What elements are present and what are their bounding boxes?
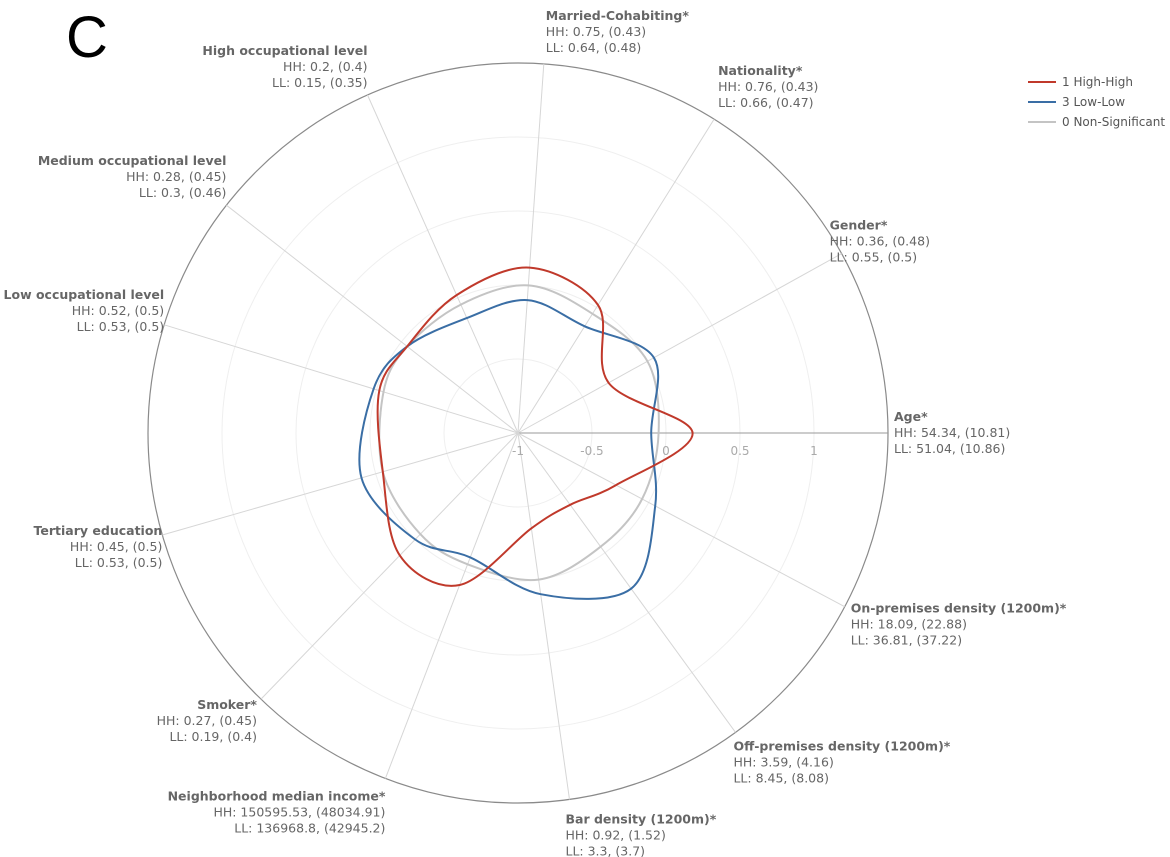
axis-spoke — [164, 324, 519, 434]
legend-label: 0 Non-Significant — [1062, 115, 1166, 129]
axis-hh-stat: HH: 0.45, (0.5) — [70, 539, 162, 554]
axis-spoke — [226, 204, 519, 434]
tick-label: 1 — [810, 444, 818, 458]
series-line-1-high-high — [376, 266, 694, 587]
axis-label-group: Neighborhood median income*HH: 150595.53… — [168, 788, 386, 835]
axis-ll-stat: LL: 0.19, (0.4) — [169, 729, 257, 744]
legend-label: 1 High-High — [1062, 75, 1133, 89]
axis-spoke — [517, 432, 570, 800]
axis-hh-stat: HH: 0.92, (1.52) — [565, 827, 665, 842]
axis-name: Gender* — [830, 218, 888, 233]
axis-name: Bar density (1200m)* — [565, 811, 716, 826]
axis-hh-stat: HH: 0.36, (0.48) — [830, 234, 930, 249]
axis-spoke — [260, 432, 519, 700]
axis-ll-stat: LL: 136968.8, (42945.2) — [234, 820, 385, 835]
axis-name: Medium occupational level — [38, 153, 227, 168]
axis-ll-stat: LL: 0.53, (0.5) — [77, 319, 165, 334]
axis-spoke — [517, 432, 845, 608]
axis-ll-stat: LL: 36.81, (37.22) — [851, 633, 962, 648]
axis-spoke — [517, 253, 842, 434]
axis-label-group: Gender*HH: 0.36, (0.48)LL: 0.55, (0.5) — [830, 218, 930, 265]
legend-item[interactable]: 3 Low-Low — [1028, 92, 1165, 112]
legend-item[interactable]: 0 Non-Significant — [1028, 112, 1165, 132]
axis-hh-stat: HH: 0.27, (0.45) — [157, 713, 257, 728]
axis-hh-stat: HH: 3.59, (4.16) — [733, 754, 833, 769]
axis-name: Age* — [894, 409, 928, 424]
axis-hh-stat: HH: 0.28, (0.45) — [126, 169, 226, 184]
axis-hh-stat: HH: 18.09, (22.88) — [851, 617, 967, 632]
tick-label: -0.5 — [580, 444, 603, 458]
axis-name: Tertiary education — [34, 523, 163, 538]
axis-name: Low occupational level — [4, 287, 165, 302]
axis-hh-stat: HH: 0.75, (0.43) — [546, 24, 646, 39]
axis-hh-stat: HH: 150595.53, (48034.91) — [213, 804, 385, 819]
axis-label-group: Married-Cohabiting*HH: 0.75, (0.43)LL: 0… — [546, 8, 690, 55]
legend-label: 3 Low-Low — [1062, 95, 1126, 109]
axis-hh-stat: HH: 54.34, (10.81) — [894, 425, 1010, 440]
axis-ll-stat: LL: 0.53, (0.5) — [75, 555, 163, 570]
axis-labels: Age*HH: 54.34, (10.81)LL: 51.04, (10.86)… — [4, 8, 1067, 857]
legend: 1 High-High 3 Low-Low 0 Non-Significant — [1028, 72, 1165, 132]
axis-ll-stat: LL: 0.55, (0.5) — [830, 250, 918, 265]
axis-name: Smoker* — [197, 697, 257, 712]
legend-swatch — [1028, 121, 1056, 123]
legend-swatch — [1028, 101, 1056, 103]
series-line-3-low-low — [358, 299, 660, 600]
axis-label-group: Bar density (1200m)*HH: 0.92, (1.52)LL: … — [565, 811, 716, 857]
radar-series — [358, 266, 694, 600]
axis-label-group: Nationality*HH: 0.76, (0.43)LL: 0.66, (0… — [718, 63, 818, 110]
axis-label-group: Smoker*HH: 0.27, (0.45)LL: 0.19, (0.4) — [157, 697, 258, 744]
tick-label: -1 — [512, 444, 524, 458]
axis-name: Married-Cohabiting* — [546, 8, 690, 23]
axis-ll-stat: LL: 0.3, (0.46) — [139, 185, 227, 200]
axis-name: On-premises density (1200m)* — [851, 601, 1067, 616]
axis-name: High occupational level — [202, 43, 367, 58]
axis-ll-stat: LL: 0.15, (0.35) — [272, 75, 367, 90]
axis-name: Nationality* — [718, 63, 803, 78]
axis-label-group: On-premises density (1200m)*HH: 18.09, (… — [851, 601, 1067, 648]
axis-name: Neighborhood median income* — [168, 788, 386, 803]
axis-spoke — [162, 432, 519, 536]
axis-spoke — [517, 118, 715, 434]
axis-spoke — [384, 432, 519, 779]
radial-ticks: -1 -0.5 0 0.5 1 — [512, 444, 818, 458]
legend-item[interactable]: 1 High-High — [1028, 72, 1165, 92]
legend-swatch — [1028, 81, 1056, 83]
tick-label: 0.5 — [730, 444, 749, 458]
axis-ll-stat: LL: 0.66, (0.47) — [718, 95, 813, 110]
panel-letter: C — [66, 5, 108, 70]
axis-spoke — [517, 432, 736, 733]
axis-hh-stat: HH: 0.76, (0.43) — [718, 79, 818, 94]
axis-ll-stat: LL: 8.45, (8.08) — [733, 770, 828, 785]
axis-ll-stat: LL: 0.64, (0.48) — [546, 40, 641, 55]
axis-hh-stat: HH: 0.2, (0.4) — [283, 59, 367, 74]
axis-ll-stat: LL: 3.3, (3.7) — [565, 843, 645, 857]
axis-label-group: Age*HH: 54.34, (10.81)LL: 51.04, (10.86) — [894, 409, 1010, 456]
axis-spoke — [367, 94, 519, 434]
radar-spokes — [162, 63, 888, 800]
axis-hh-stat: HH: 0.52, (0.5) — [72, 303, 164, 318]
axis-spoke — [517, 63, 545, 434]
tick-label: 0 — [662, 444, 670, 458]
axis-label-group: Off-premises density (1200m)*HH: 3.59, (… — [733, 738, 950, 785]
axis-name: Off-premises density (1200m)* — [733, 738, 950, 753]
axis-ll-stat: LL: 51.04, (10.86) — [894, 441, 1005, 456]
